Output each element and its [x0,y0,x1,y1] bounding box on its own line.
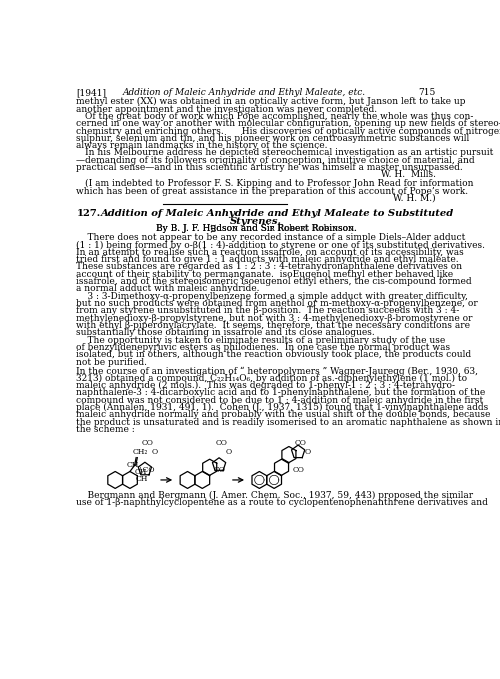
Text: W. H.  Mills.: W. H. Mills. [381,170,436,179]
Text: CH: CH [134,468,146,475]
Text: (I am indebted to Professor F. S. Kipping and to Professor John Read for informa: (I am indebted to Professor F. S. Kippin… [76,179,474,188]
Text: use of 1-β-naphthylcyclopentene as a route to cyclopentenophenanthrene derivativ: use of 1-β-naphthylcyclopentene as a rou… [76,498,488,507]
Text: CO: CO [215,439,227,447]
Text: CO: CO [142,439,154,447]
Text: issafrole, and of the stereoisomeric isoeugenol ethyl ethers, the cis-compound f: issafrole, and of the stereoisomeric iso… [76,277,472,286]
Text: a normal adduct with maleic anhydride.: a normal adduct with maleic anhydride. [76,285,260,293]
Text: 3 : 3-Dimethoxy-α-propenylbenzene formed a simple adduct with greater difficulty: 3 : 3-Dimethoxy-α-propenylbenzene formed… [76,292,468,301]
Text: always remain landmarks in the history of the science.: always remain landmarks in the history o… [76,141,328,150]
Text: with ethyl β-piperonylacrylate.  It seems, therefore, that the necessary conditi: with ethyl β-piperonylacrylate. It seems… [76,321,470,330]
Text: but no such products were obtained from anethol or m-methoxy-α-propenylbenzene, : but no such products were obtained from … [76,299,478,308]
Text: 3213) obtained a compound, C₂₂H₁₄O₆, by addition of as.-diphenylethylene (1 mol.: 3213) obtained a compound, C₂₂H₁₄O₆, by … [76,373,468,383]
Text: CO: CO [294,439,306,447]
Text: 715: 715 [418,88,436,97]
Text: which has been of great assistance in the preparation of this account of Pope’s : which has been of great assistance in th… [76,187,468,196]
Text: the product is unsaturated and is readily isomerised to an aromatic naphthalene : the product is unsaturated and is readil… [76,418,500,426]
Text: cerned in one way or another with molecular configuration, opening up new fields: cerned in one way or another with molecu… [76,120,500,128]
Text: another appointment and the investigation was never completed.: another appointment and the investigatio… [76,105,378,113]
Text: chemistry and enriching others.  His discoveries of optically active compounds o: chemistry and enriching others. His disc… [76,126,500,136]
Text: from any styrene unsubstituted in the β-position.  The reaction succeeds with 3 : from any styrene unsubstituted in the β-… [76,306,460,315]
Text: The opportunity is taken to eliminate results of a preliminary study of the use: The opportunity is taken to eliminate re… [76,335,446,344]
Text: There does not appear to be any recorded instance of a simple Diels–Alder adduct: There does not appear to be any recorded… [76,233,466,242]
Text: Styrenes.: Styrenes. [230,217,282,225]
Text: W. H. M.): W. H. M.) [394,194,436,203]
Text: CH: CH [136,475,148,483]
Text: CO: CO [292,466,304,474]
Text: practical sense—and in this scientific artistry he was himself a master unsurpas: practical sense—and in this scientific a… [76,163,463,172]
Text: not be purified.: not be purified. [76,358,148,367]
Text: Addition of Maleic Anhydride and Ethyl Maleate to Substituted: Addition of Maleic Anhydride and Ethyl M… [101,209,455,218]
Text: O: O [305,447,311,456]
Text: \CO: \CO [140,466,155,474]
Text: In his Melbourne address he depicted stereochemical investigation as an artistic: In his Melbourne address he depicted ste… [76,149,494,158]
Text: CO: CO [214,466,226,474]
Text: Addition of Maleic Anhydride and Ethyl Maleate, etc.: Addition of Maleic Anhydride and Ethyl M… [123,88,366,97]
Text: naphthalene-3 : 4-dicarboxylic acid and to 1-phenylnaphthalene, but the formatio: naphthalene-3 : 4-dicarboxylic acid and … [76,388,486,397]
Text: Bergmann and Bergmann (J. Amer. Chem. Soc., 1937, 59, 443) proposed the similar: Bergmann and Bergmann (J. Amer. Chem. So… [76,491,473,500]
Text: of benzylidenepyruvic esters as philodienes.  In one case the normal product was: of benzylidenepyruvic esters as philodie… [76,343,450,352]
Text: In the course of an investigation of “ heteropolymers ” Wagner-Jauregg (Ber., 19: In the course of an investigation of “ h… [76,367,478,375]
Text: tried first and found to give 1 : 1 adducts with maleic anhydride and ethyl male: tried first and found to give 1 : 1 addu… [76,255,459,264]
Text: account of their stability to permanganate.  isoEugenol methyl ether behaved lik: account of their stability to permangana… [76,270,454,279]
Text: CH: CH [127,461,139,469]
Text: maleic anhydride (2 mols.).  This was degraded to 1-phenyl-1 : 2 : 3 : 4-tetrahy: maleic anhydride (2 mols.). This was deg… [76,381,456,390]
Text: O: O [152,447,158,456]
Text: (1 : 1) being formed by o-β(1 : 4)-addition to styrene or one of its substituted: (1 : 1) being formed by o-β(1 : 4)-addit… [76,240,486,250]
Text: compound was not considered to be due to 1 : 4-addition of maleic anhydride in t: compound was not considered to be due to… [76,396,484,405]
Text: the scheme :: the scheme : [76,425,135,434]
Text: 127.: 127. [76,209,100,218]
Text: By B. J. F. Hᴟdsoɴ and Siʀ Roʙeʀt Roʙiɴsoɴ.: By B. J. F. Hᴟdsoɴ and Siʀ Roʙeʀt Roʙiɴs… [156,224,356,234]
Text: Of the great body of work which Pope accomplished, nearly the whole was thus con: Of the great body of work which Pope acc… [76,112,474,121]
Text: place (Annalen, 1931, 491, 1).  Cohen (J., 1937, 1315) found that 1-vinylnaphtha: place (Annalen, 1931, 491, 1). Cohen (J.… [76,403,488,412]
Text: methylenedioxy-β-propylstyrene, but not with 3 : 4-methylenedioxy-β-bromostyrene: methylenedioxy-β-propylstyrene, but not … [76,314,473,323]
Text: maleic anhydride normally and probably with the usual shift of the double bonds,: maleic anhydride normally and probably w… [76,410,491,419]
Text: In an attempt to realise such a reaction issafrole, on account of its accessibil: In an attempt to realise such a reaction… [76,248,464,257]
Text: sulphur, selenium and tin, and his pioneer work on centroasymmetric substances w: sulphur, selenium and tin, and his pione… [76,134,469,143]
Text: [1941]: [1941] [76,88,106,97]
Text: By B. J. F. Hudson and Sir Robert Robinson.: By B. J. F. Hudson and Sir Robert Robins… [156,224,357,234]
Text: —demanding of its followers originality of conception, intuitive choice of mater: —demanding of its followers originality … [76,155,475,165]
Text: These substances are regarded as 1 : 2 : 3 : 4-tetrahydronaphthalene derivatives: These substances are regarded as 1 : 2 :… [76,262,462,272]
Text: CH₂: CH₂ [132,448,148,456]
Text: isolated, but in others, although the reaction obviously took place, the product: isolated, but in others, although the re… [76,350,471,359]
Text: methyl ester (XX) was obtained in an optically active form, but Janson left to t: methyl ester (XX) was obtained in an opt… [76,97,466,107]
Text: substantially those obtaining in issafrole and its close analogues.: substantially those obtaining in issafro… [76,328,375,337]
Text: O: O [226,447,232,456]
